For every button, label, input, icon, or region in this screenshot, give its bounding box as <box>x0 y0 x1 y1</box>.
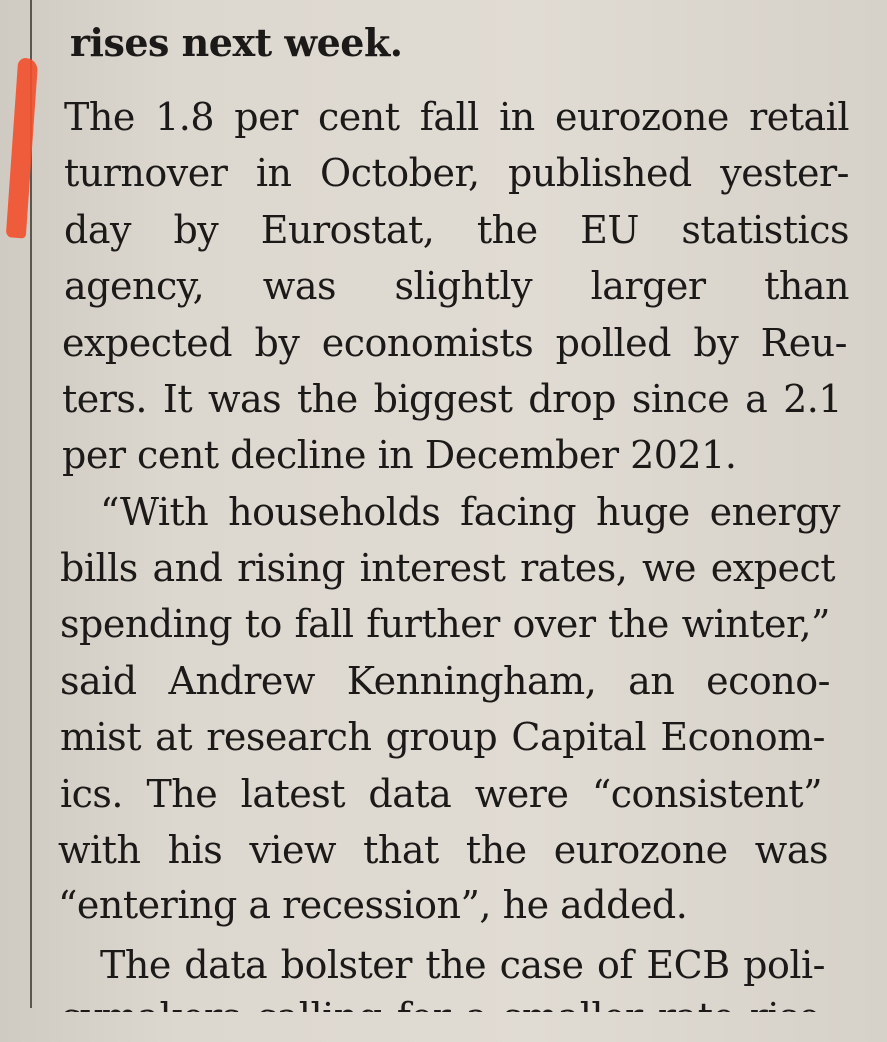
highlighter-mark <box>5 57 39 239</box>
text-line: bills and rising interest rates, we expe… <box>60 546 836 590</box>
text-line: The 1.8 per cent fall in eurozone retail <box>64 95 850 139</box>
text-line: said Andrew Kenningham, an econo- <box>60 659 831 703</box>
text-line: with his view that the eurozone was <box>58 828 829 872</box>
text-line: agency, was slightly larger than <box>64 264 850 308</box>
text-line: per cent decline in December 2021. <box>62 433 737 477</box>
text-line: turnover in October, published yester- <box>64 151 850 195</box>
text-line: “entering a recession”, he added. <box>58 883 688 927</box>
column-rule <box>30 0 32 1008</box>
text-line: spending to fall further over the winter… <box>60 602 831 646</box>
text-line: ics. The latest data were “consistent” <box>60 772 823 816</box>
text-line: The data bolster the case of ECB poli- <box>100 943 826 987</box>
text-line: “With households facing huge energy <box>100 490 841 534</box>
text-line: ters. It was the biggest drop since a 2.… <box>62 377 843 421</box>
text-line: rises next week. <box>70 20 403 65</box>
text-line: cymakers calling for a smaller rate rise <box>60 995 820 1039</box>
text-line: mist at research group Capital Econom- <box>60 715 826 759</box>
text-line: day by Eurostat, the EU statistics <box>64 208 850 252</box>
text-line: expected by economists polled by Reu- <box>62 321 848 365</box>
